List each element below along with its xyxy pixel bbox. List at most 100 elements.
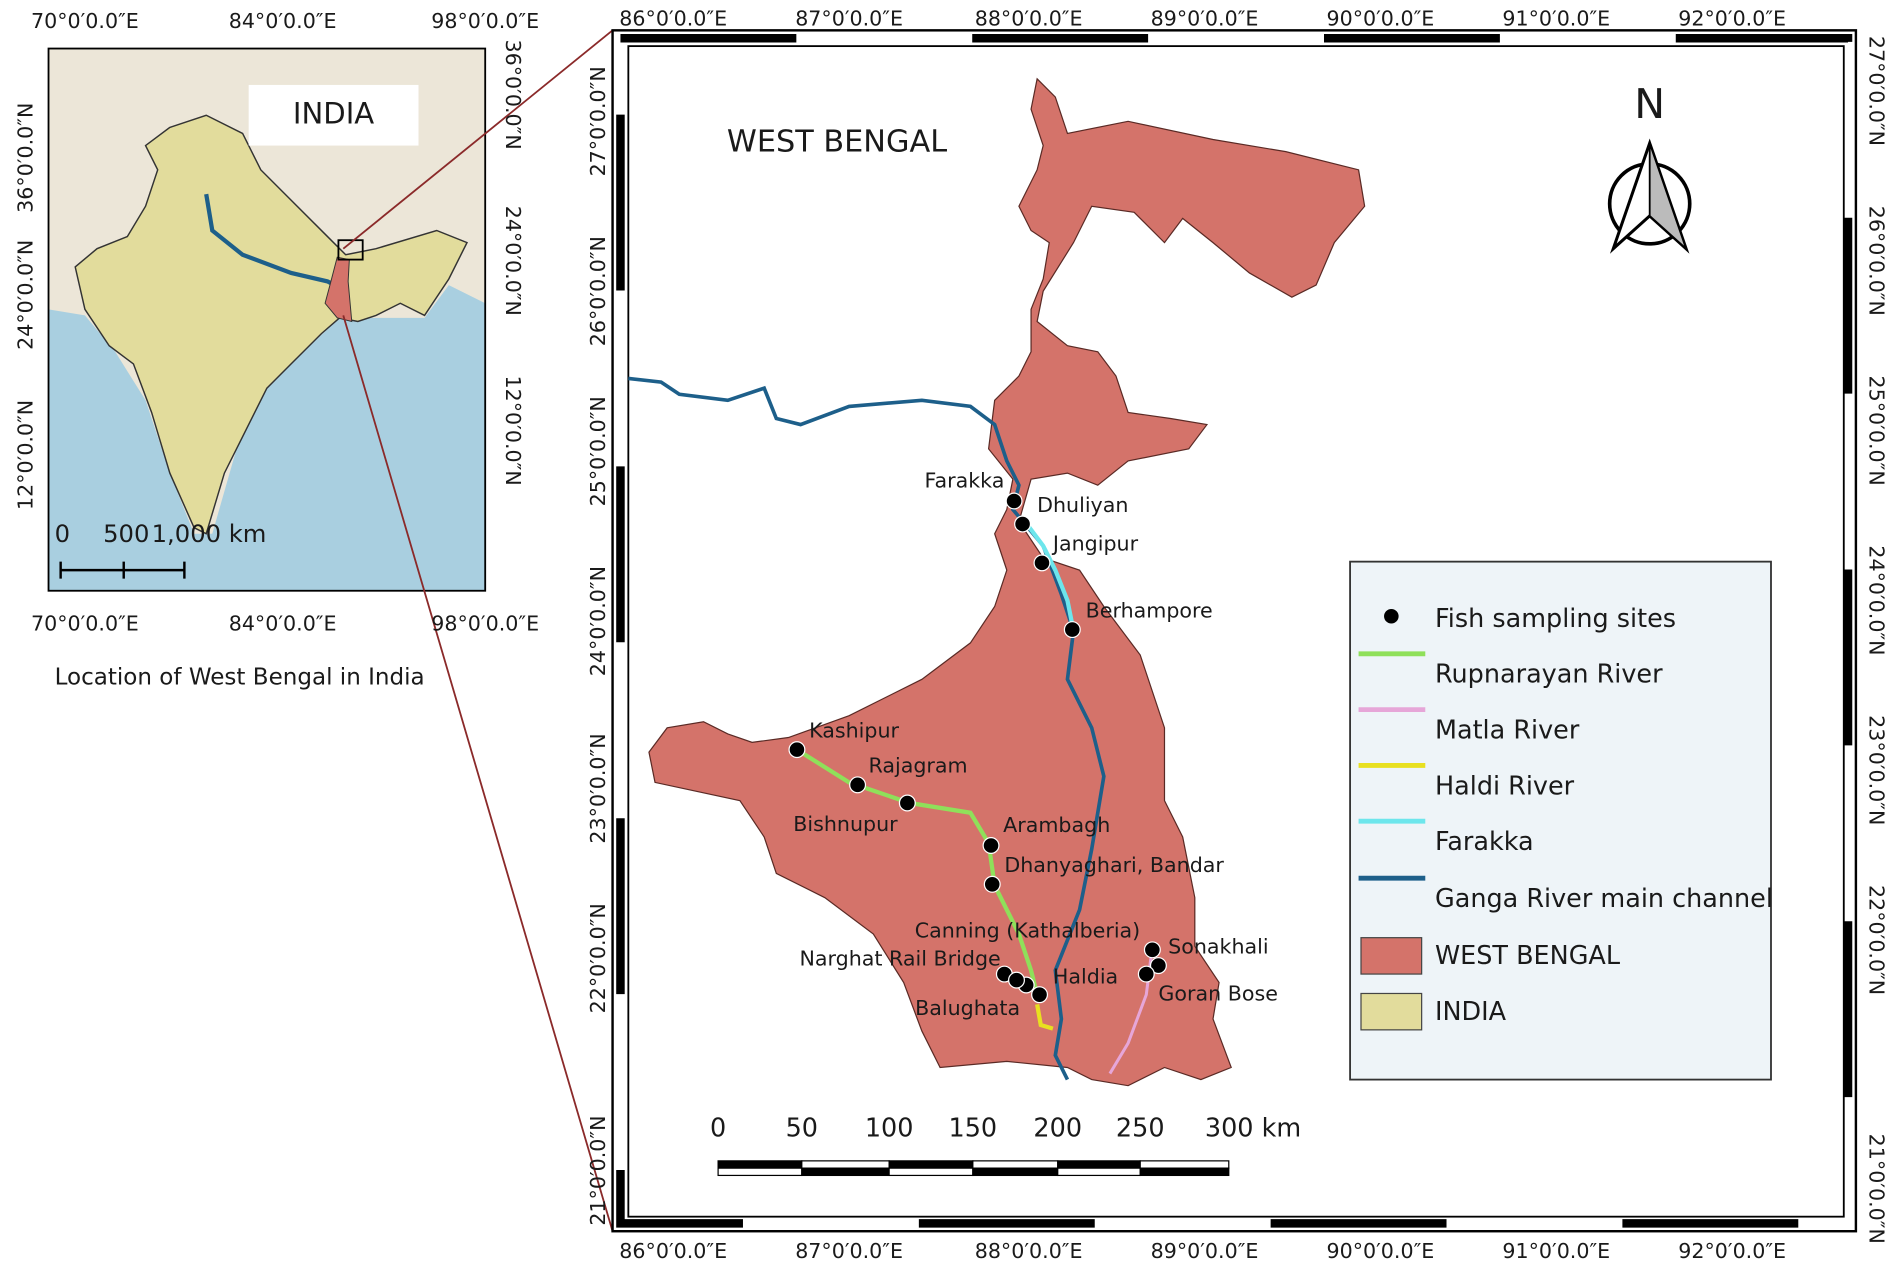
scale-segment (801, 1167, 890, 1177)
inset-map: INDIA (47, 47, 487, 592)
coord-label: 86°0′0.0″E (619, 6, 727, 30)
inset-title-box (248, 84, 419, 146)
site-label: Dhanyaghari, Bandar (1004, 853, 1224, 877)
site-label: Berhampore (1086, 598, 1213, 622)
site-label: Narghat Rail Bridge (799, 947, 1000, 971)
scale-label: 0 (55, 519, 70, 548)
main-map: WEST BENGAL N (611, 29, 1858, 1233)
coord-label: 21°0′0.0″N (586, 1115, 610, 1225)
legend-label: WEST BENGAL (1435, 941, 1621, 971)
legend-label: INDIA (1435, 997, 1507, 1027)
main-frame-ticks (616, 33, 1853, 1228)
coord-label: 84°0′0.0″E (229, 9, 337, 33)
inset-frame (47, 47, 487, 592)
scale-label: 150 (949, 1113, 998, 1143)
scale-segment (972, 1167, 1059, 1177)
site-marker (1005, 492, 1023, 510)
site-marker (1137, 965, 1155, 983)
coord-label: 92°0′0.0″E (1678, 1239, 1786, 1263)
legend-symbol (1360, 992, 1423, 1031)
west-bengal-shape (648, 77, 1366, 1087)
coord-label: 24°0′0.0″N (586, 566, 610, 676)
coord-label: 98°0′0.0″E (431, 9, 539, 33)
site-marker (849, 776, 867, 794)
coord-label: 87°0′0.0″E (795, 1239, 903, 1263)
site-label: Balughata (915, 996, 1020, 1020)
coord-label: 36°0′0.0″N (14, 103, 38, 213)
coord-label: 26°0′0.0″N (586, 236, 610, 346)
scale-label: 0 (710, 1113, 726, 1143)
inset-caption: Location of West Bengal in India (55, 665, 425, 691)
india-outline (74, 114, 469, 535)
coord-label: 36°0′0.0″N (501, 40, 525, 150)
scale-label: 100 (865, 1113, 914, 1143)
site-marker (1014, 515, 1032, 533)
site-marker (982, 836, 1000, 854)
coord-label: 12°0′0.0″N (14, 400, 38, 510)
coord-label: 24°0′0.0″N (1864, 545, 1888, 655)
site-label: Dhuliyan (1037, 493, 1128, 517)
site-label: Arambagh (1003, 813, 1110, 837)
scale-label: 300 km (1205, 1113, 1301, 1143)
legend-label: Ganga River main channel (1435, 884, 1773, 914)
north-label: N (1634, 80, 1665, 128)
scale-label: 500 (103, 519, 149, 548)
site-label: Jangipur (1051, 532, 1139, 556)
coord-label: 86°0′0.0″E (619, 1239, 727, 1263)
coord-label: 89°0′0.0″E (1151, 6, 1259, 30)
coord-label: 88°0′0.0″E (975, 1239, 1083, 1263)
coord-label: 21°0′0.0″N (1864, 1134, 1888, 1244)
scale-segment (972, 1160, 1059, 1169)
coord-label: 25°0′0.0″N (586, 396, 610, 506)
coord-label: 70°0′0.0″E (31, 612, 139, 636)
site-marker (1008, 971, 1025, 989)
haldi-river (1035, 1004, 1054, 1031)
scale-segment (717, 1160, 803, 1169)
site-label: Canning (Kathalberia) (915, 919, 1141, 943)
site-label: Haldia (1053, 965, 1118, 989)
legend-label: Haldi River (1435, 771, 1575, 801)
legend-symbol (1360, 937, 1423, 975)
site-marker (1149, 957, 1167, 975)
site-marker (983, 875, 1001, 893)
main-scale-bar (717, 1160, 1230, 1177)
coord-label: 24°0′0.0″N (501, 206, 525, 316)
scale-label: 250 (1116, 1113, 1165, 1143)
coord-label: 98°0′0.0″E (431, 612, 539, 636)
site-label: Farakka (925, 469, 1005, 493)
inset-highlight-box (337, 239, 364, 261)
scale-segment (1057, 1167, 1141, 1177)
inset-scale-bar (59, 561, 186, 579)
site-marker (1031, 986, 1049, 1004)
legend-label: Matla River (1435, 715, 1580, 745)
legend-symbol (1384, 608, 1399, 624)
legend-label: Fish sampling sites (1435, 604, 1676, 634)
connector-lines (342, 29, 614, 1232)
site-label: Sonakhali (1168, 934, 1268, 958)
scale-segment (717, 1167, 803, 1177)
site-label: Goran Bose (1158, 982, 1277, 1006)
coord-label: 12°0′0.0″N (501, 376, 525, 486)
north-arrow (1607, 138, 1692, 254)
site-marker (1063, 621, 1081, 639)
site-label: Kashipur (809, 718, 899, 742)
site-marker (1143, 941, 1161, 959)
coord-label: 84°0′0.0″E (229, 612, 337, 636)
coord-label: 87°0′0.0″E (795, 6, 903, 30)
farakka-river (1023, 520, 1076, 632)
coord-label: 92°0′0.0″E (1678, 6, 1786, 30)
coord-label: 89°0′0.0″E (1151, 1239, 1259, 1263)
site-marker (788, 741, 806, 759)
coord-label: 22°0′0.0″N (1864, 885, 1888, 995)
scale-segment (1139, 1167, 1230, 1177)
legend-label: Farakka (1435, 827, 1534, 857)
scale-label: 1,000 km (152, 519, 267, 548)
coord-label: 70°0′0.0″E (31, 9, 139, 33)
coord-label: 88°0′0.0″E (975, 6, 1083, 30)
coord-label: 90°0′0.0″E (1326, 1239, 1434, 1263)
main-title: WEST BENGAL (727, 125, 947, 160)
scale-segment (888, 1160, 974, 1169)
site-label: Bishnupur (793, 812, 898, 836)
inset-title: INDIA (293, 96, 374, 130)
coord-label: 22°0′0.0″N (586, 903, 610, 1013)
